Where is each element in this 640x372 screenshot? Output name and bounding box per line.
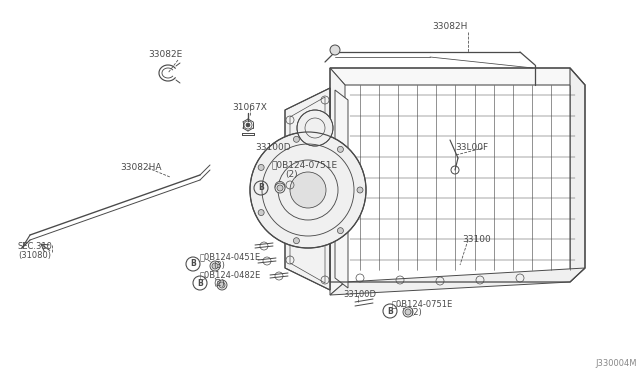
Text: (3): (3) <box>213 261 225 270</box>
Text: ⑂0B124-0751E: ⑂0B124-0751E <box>272 160 338 169</box>
Text: B: B <box>197 279 203 288</box>
Polygon shape <box>285 88 330 290</box>
Circle shape <box>258 209 264 215</box>
Text: (2): (2) <box>213 279 225 288</box>
Text: 33100D: 33100D <box>255 143 291 152</box>
Circle shape <box>330 45 340 55</box>
Text: J330004M: J330004M <box>595 359 637 368</box>
Polygon shape <box>330 68 345 295</box>
Circle shape <box>293 136 300 142</box>
Circle shape <box>212 263 218 269</box>
Polygon shape <box>335 90 348 288</box>
Circle shape <box>297 110 333 146</box>
Polygon shape <box>570 68 585 282</box>
Polygon shape <box>330 268 585 295</box>
Circle shape <box>246 123 250 127</box>
Circle shape <box>290 172 326 208</box>
Circle shape <box>403 307 413 317</box>
Text: (2): (2) <box>410 308 422 317</box>
Text: 31067X: 31067X <box>232 103 267 112</box>
Circle shape <box>250 132 366 248</box>
Text: 33L00F: 33L00F <box>455 143 488 152</box>
Text: ⑂0B124-0751E: ⑂0B124-0751E <box>392 299 453 308</box>
Text: 33100: 33100 <box>462 235 491 244</box>
Circle shape <box>357 187 363 193</box>
Text: 33100D: 33100D <box>343 290 376 299</box>
Circle shape <box>337 146 344 153</box>
Text: 33082E: 33082E <box>148 50 182 59</box>
Circle shape <box>219 282 225 288</box>
Text: ⑂0B124-0451E: ⑂0B124-0451E <box>200 252 261 261</box>
Text: (2): (2) <box>285 170 298 179</box>
Polygon shape <box>330 68 585 85</box>
Text: SEC.310: SEC.310 <box>18 242 53 251</box>
Text: 33082H: 33082H <box>432 22 468 31</box>
Circle shape <box>293 238 300 244</box>
Text: B: B <box>190 260 196 269</box>
Circle shape <box>277 185 283 191</box>
Text: B: B <box>387 307 393 315</box>
Circle shape <box>275 183 285 193</box>
Text: ⑂0B124-0482E: ⑂0B124-0482E <box>200 270 261 279</box>
Text: (31080): (31080) <box>18 251 51 260</box>
Circle shape <box>210 261 220 271</box>
Text: 33082HA: 33082HA <box>120 163 161 172</box>
Circle shape <box>275 182 285 192</box>
Circle shape <box>337 228 344 234</box>
Circle shape <box>258 164 264 170</box>
Circle shape <box>217 280 227 290</box>
Circle shape <box>405 309 411 315</box>
Text: B: B <box>258 183 264 192</box>
